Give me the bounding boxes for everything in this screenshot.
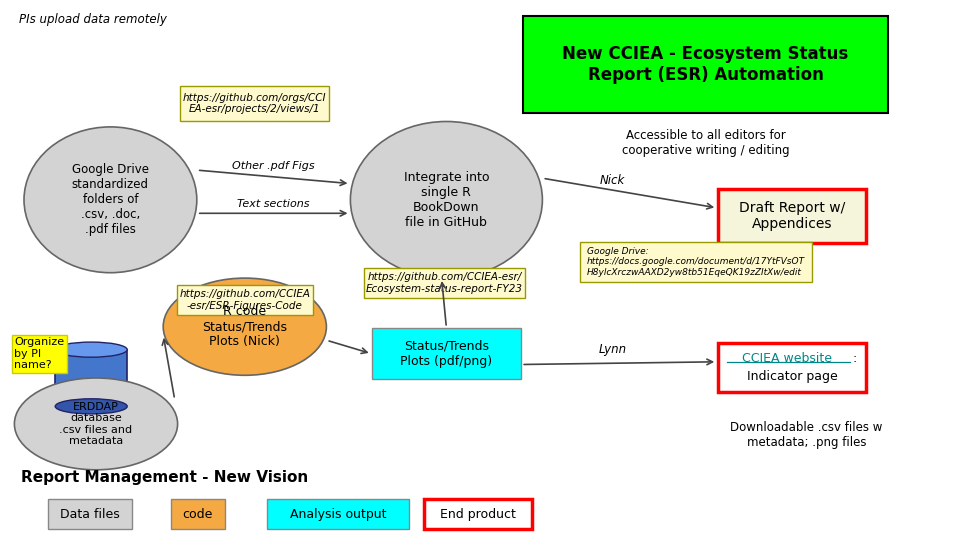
FancyBboxPatch shape <box>267 499 409 529</box>
Text: Draft Report w/
Appendices: Draft Report w/ Appendices <box>739 201 845 231</box>
FancyBboxPatch shape <box>56 350 127 406</box>
Text: R code
Status/Trends
Plots (Nick): R code Status/Trends Plots (Nick) <box>203 305 287 348</box>
FancyBboxPatch shape <box>171 499 225 529</box>
Text: https://github.com/orgs/CCI
EA-esr/projects/2/views/1: https://github.com/orgs/CCI EA-esr/proje… <box>182 93 326 114</box>
FancyBboxPatch shape <box>180 86 328 121</box>
Text: Organize
by PI
name?: Organize by PI name? <box>14 337 64 370</box>
Ellipse shape <box>163 278 326 375</box>
Ellipse shape <box>350 122 542 278</box>
Ellipse shape <box>55 342 127 357</box>
Text: PIs upload data remotely: PIs upload data remotely <box>19 14 167 26</box>
Text: Accessible to all editors for
cooperative writing / editing: Accessible to all editors for cooperativ… <box>622 129 789 157</box>
Ellipse shape <box>55 399 127 414</box>
Ellipse shape <box>14 378 178 470</box>
Text: Google Drive:
https://docs.google.com/document/d/17YtFVsOT
H8ylcXrczwAAXD2yw8tb5: Google Drive: https://docs.google.com/do… <box>587 247 805 277</box>
Text: Other .pdf Figs: Other .pdf Figs <box>232 161 315 171</box>
Text: Downloadable .csv files w
metadata; .png files: Downloadable .csv files w metadata; .png… <box>731 421 882 449</box>
FancyBboxPatch shape <box>717 189 866 243</box>
Text: ERDDAP
database
.csv files and
metadata: ERDDAP database .csv files and metadata <box>60 402 132 446</box>
FancyBboxPatch shape <box>580 241 812 282</box>
FancyBboxPatch shape <box>48 499 132 529</box>
FancyBboxPatch shape <box>364 268 525 298</box>
Text: https://github.com/CCIEA-esr/
Ecosystem-status-report-FY23: https://github.com/CCIEA-esr/ Ecosystem-… <box>366 272 523 294</box>
Text: Data files: Data files <box>60 508 120 521</box>
FancyBboxPatch shape <box>717 343 866 391</box>
Text: Google Drive
standardized
folders of
.csv, .doc,
.pdf files: Google Drive standardized folders of .cs… <box>72 163 149 237</box>
Text: Report Management - New Vision: Report Management - New Vision <box>21 470 308 485</box>
FancyBboxPatch shape <box>177 285 313 315</box>
Text: End product: End product <box>440 508 516 521</box>
FancyBboxPatch shape <box>372 328 520 379</box>
Text: Indicator page: Indicator page <box>747 370 837 383</box>
Text: :: : <box>852 352 856 365</box>
FancyBboxPatch shape <box>424 499 532 529</box>
Ellipse shape <box>24 127 197 273</box>
Text: code: code <box>182 508 213 521</box>
Text: Integrate into
single R
BookDown
file in GitHub: Integrate into single R BookDown file in… <box>403 171 490 229</box>
Text: Text sections: Text sections <box>237 199 310 209</box>
Text: New CCIEA - Ecosystem Status
Report (ESR) Automation: New CCIEA - Ecosystem Status Report (ESR… <box>563 45 849 84</box>
Text: CCIEA website: CCIEA website <box>742 352 832 365</box>
Text: Status/Trends
Plots (pdf/png): Status/Trends Plots (pdf/png) <box>400 340 492 368</box>
Text: Nick: Nick <box>600 174 625 187</box>
Text: Analysis output: Analysis output <box>290 508 386 521</box>
FancyBboxPatch shape <box>523 16 888 113</box>
Text: Lynn: Lynn <box>598 343 627 356</box>
Text: https://github.com/CCIEA
-esr/ESR-Figures-Code: https://github.com/CCIEA -esr/ESR-Figure… <box>180 289 310 311</box>
